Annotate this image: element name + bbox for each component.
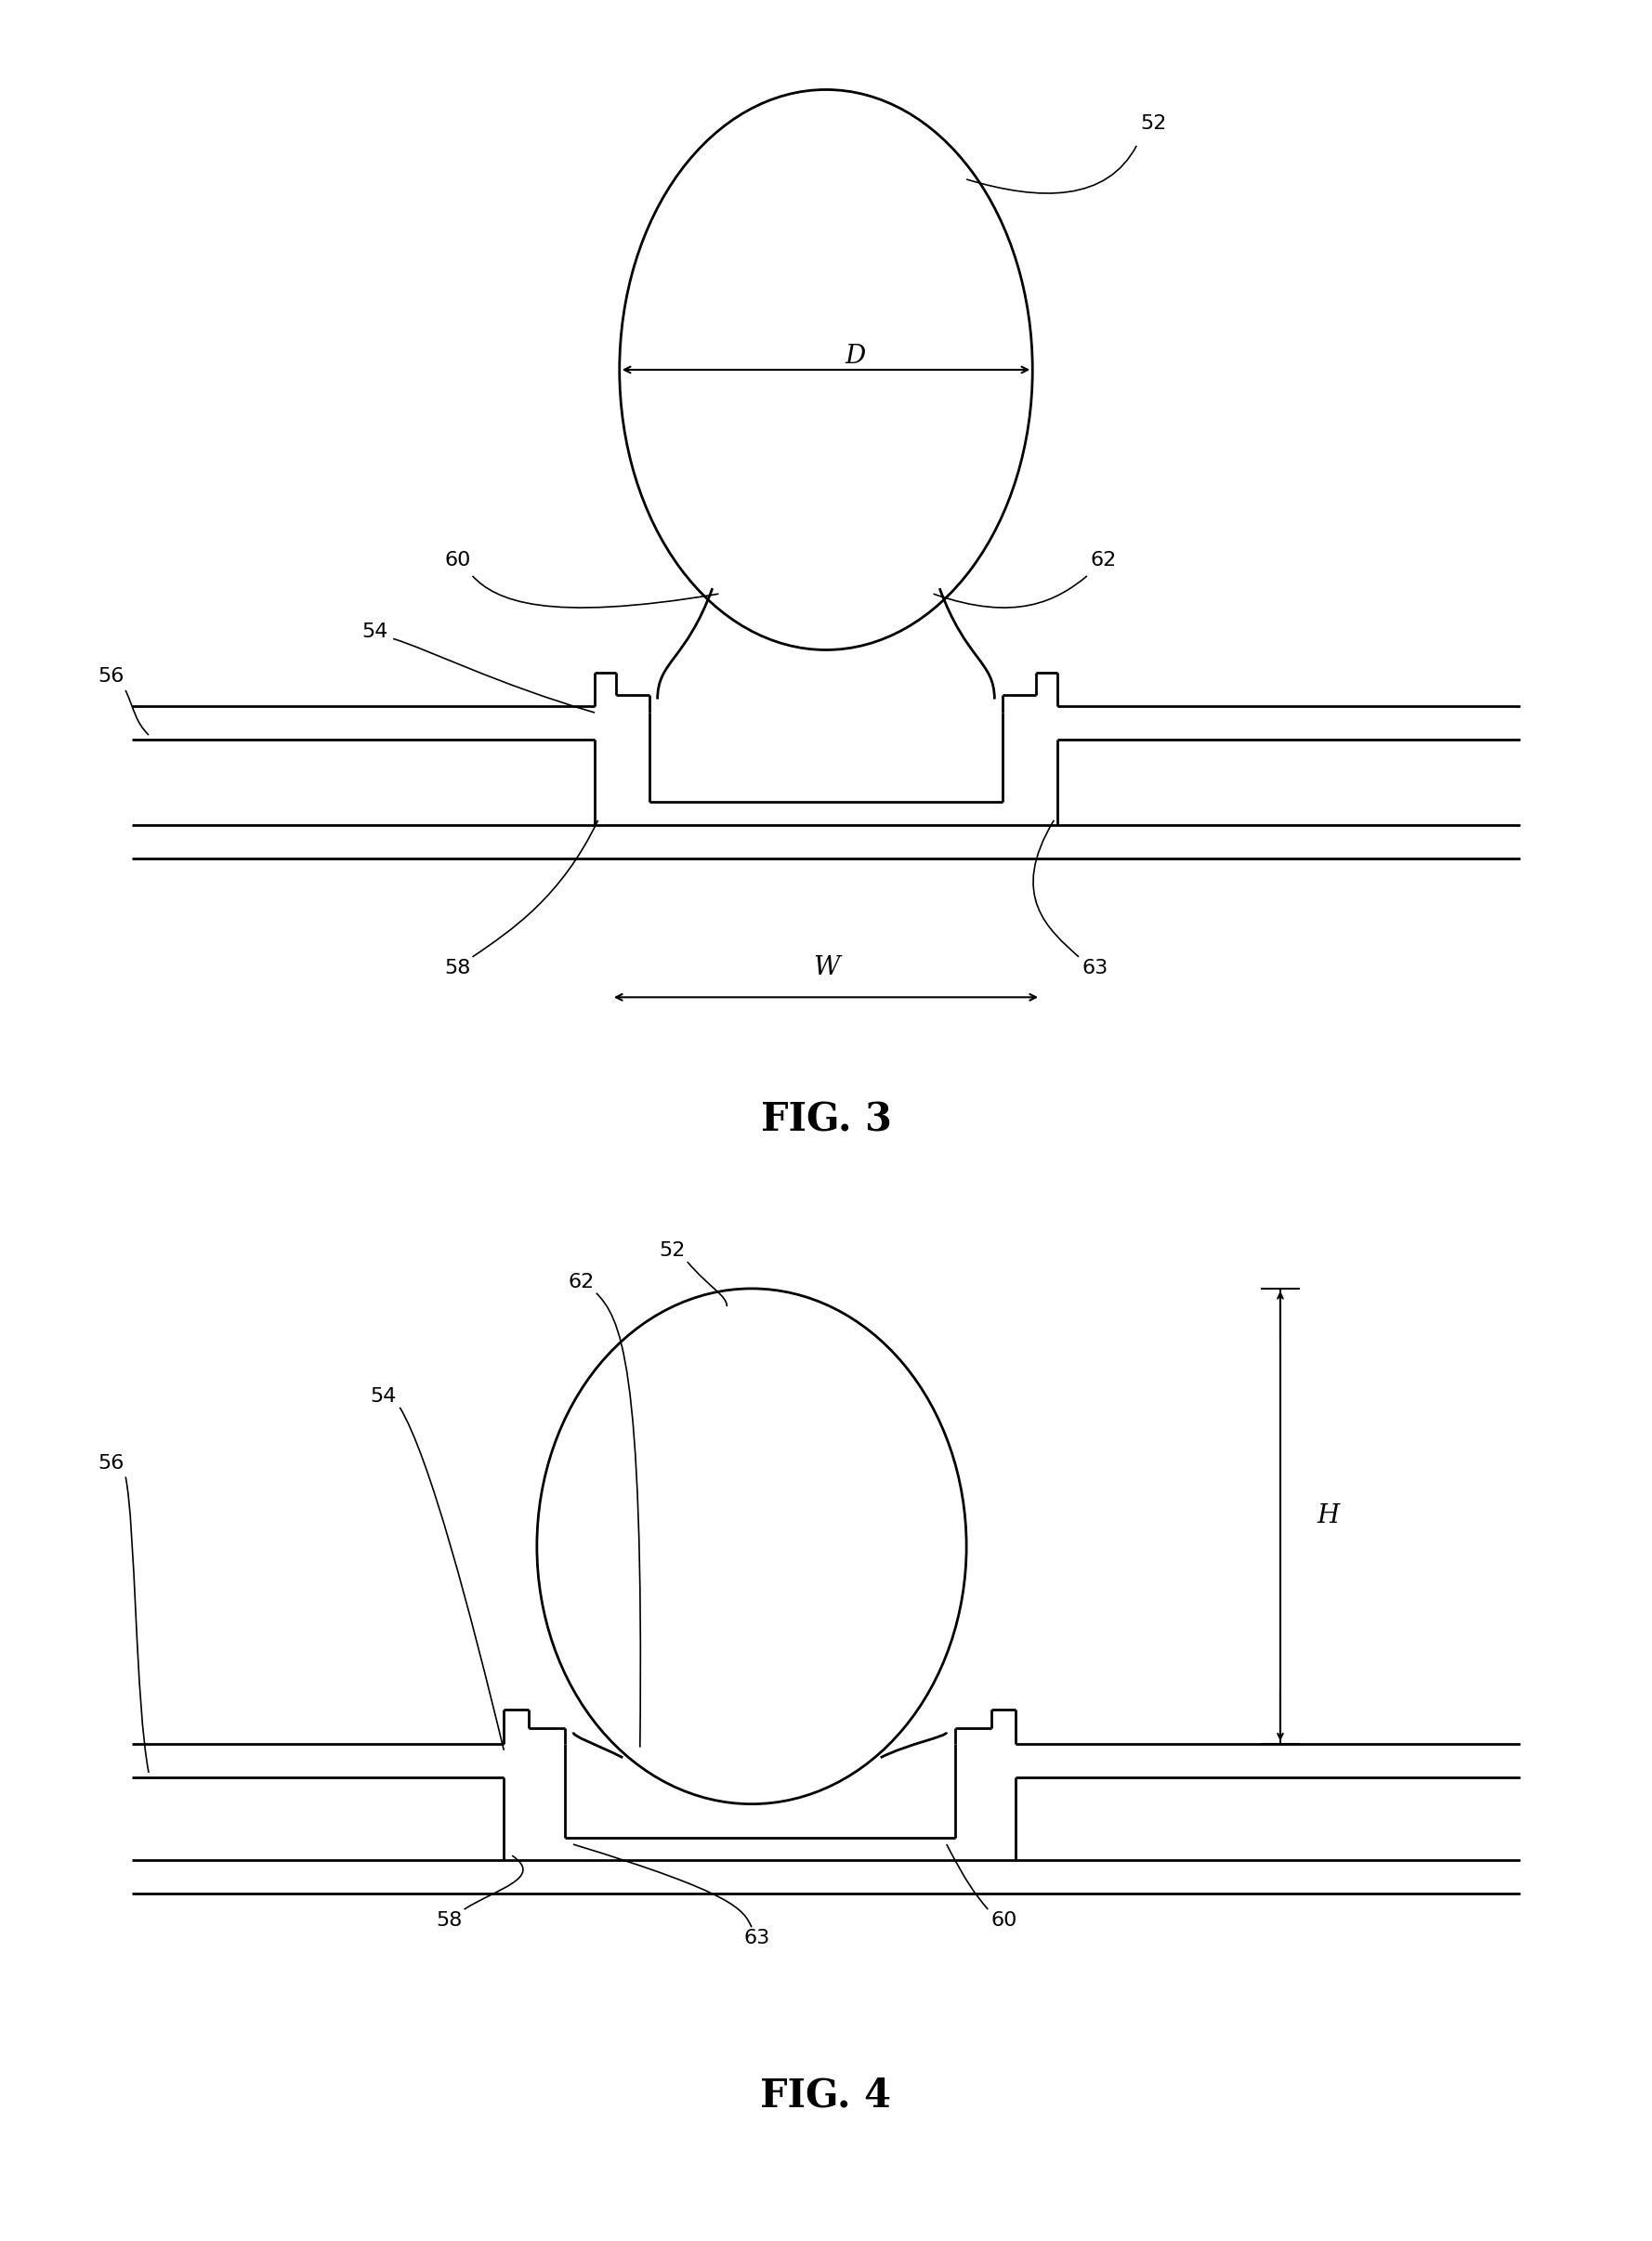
Text: 63: 63 [1082,959,1108,977]
Text: H: H [1317,1504,1340,1528]
Text: 52: 52 [1140,114,1166,132]
Text: FIG. 3: FIG. 3 [760,1100,892,1141]
Text: 54: 54 [362,623,388,641]
Text: D: D [846,343,866,370]
Text: 56: 56 [97,1454,124,1472]
Text: 54: 54 [370,1387,396,1405]
Text: 58: 58 [444,959,471,977]
Text: W: W [813,955,839,982]
Text: 60: 60 [444,551,471,569]
Text: 56: 56 [97,668,124,686]
Text: 60: 60 [991,1912,1018,1930]
Text: 52: 52 [659,1242,686,1259]
Text: 58: 58 [436,1912,463,1930]
Text: 62: 62 [1090,551,1117,569]
Text: 62: 62 [568,1273,595,1291]
Text: 63: 63 [743,1930,770,1947]
Text: FIG. 4: FIG. 4 [760,2075,892,2116]
